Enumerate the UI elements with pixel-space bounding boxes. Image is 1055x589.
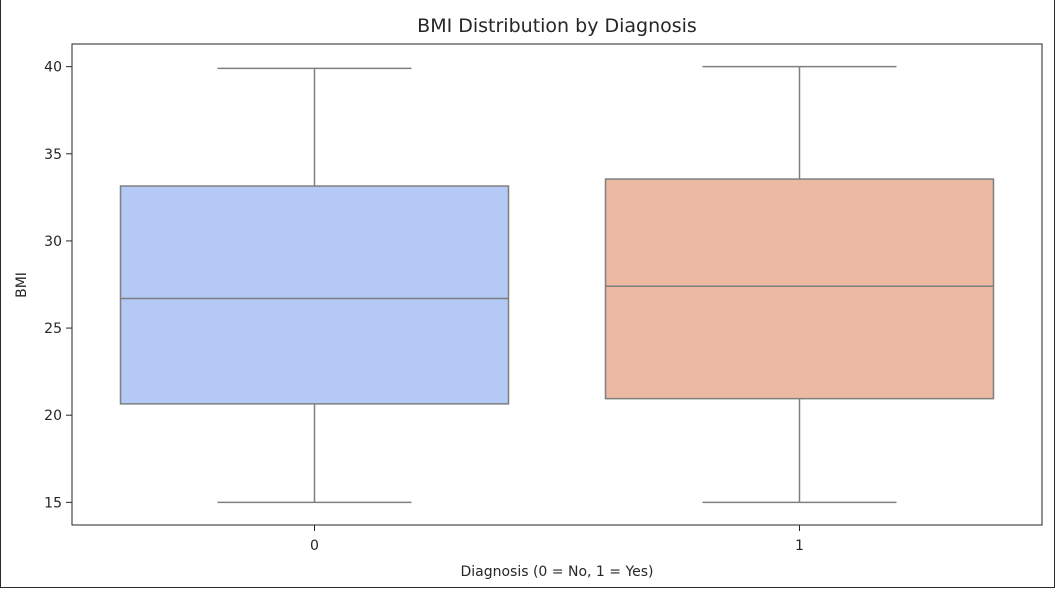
x-axis-label: Diagnosis (0 = No, 1 = Yes) (460, 564, 653, 580)
box-group-1 (604, 65, 995, 504)
y-tick-label: 15 (44, 495, 62, 511)
x-tick-label: 0 (310, 538, 319, 554)
y-tick-label: 20 (44, 408, 62, 424)
chart-title: BMI Distribution by Diagnosis (417, 15, 697, 37)
y-tick-label: 35 (44, 147, 62, 163)
y-axis: 15 20 25 30 35 40 (44, 60, 72, 511)
y-tick-label: 25 (44, 321, 62, 337)
x-tick-label: 1 (795, 538, 804, 554)
iqr-box (604, 178, 995, 400)
y-axis-label: BMI (14, 272, 30, 298)
iqr-box (119, 185, 510, 405)
y-tick-label: 40 (44, 60, 62, 76)
plot-area (71, 43, 1043, 526)
y-tick-label: 30 (44, 234, 62, 250)
box-series (119, 65, 995, 504)
box-group-0 (119, 67, 510, 504)
axes-frame (71, 43, 1043, 526)
